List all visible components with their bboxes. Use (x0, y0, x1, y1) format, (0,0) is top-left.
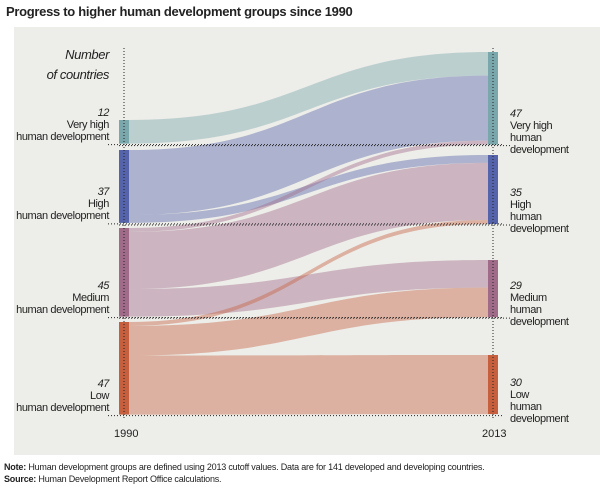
note-text: Human development groups are defined usi… (28, 462, 485, 472)
flow-0-to-0 (129, 52, 488, 144)
flow-3-to-1 (129, 220, 488, 326)
node-2013-0 (488, 52, 498, 145)
group-label-2013: 29 Medium human development (510, 280, 600, 328)
country-count: 37 (97, 185, 110, 198)
chart-title: Progress to higher human development gro… (6, 4, 353, 19)
group-suffix: human development (510, 304, 569, 329)
group-label-1990: 45 Medium human development (4, 280, 109, 316)
source-text: Human Development Report Office calculat… (38, 474, 222, 484)
group-suffix: human development (16, 209, 109, 222)
group-label-1990: 12 Very high human development (4, 107, 109, 143)
axis-caption-line: Number (65, 47, 109, 62)
diagram-panel (14, 27, 600, 455)
group-label-1990: 47 Low human development (4, 378, 109, 414)
year-label-1990: 1990 (114, 428, 139, 440)
node-1990-2 (119, 228, 129, 317)
country-count: 12 (97, 106, 110, 119)
note-label: Note: (4, 462, 26, 472)
group-suffix: human development (510, 401, 569, 426)
flow-1-to-1 (129, 155, 488, 223)
axis-caption-line: of countries (46, 67, 110, 82)
group-label-2013: 35 High human development (510, 187, 600, 235)
node-1990-0 (119, 120, 129, 144)
year-label-2013: 2013 (482, 428, 507, 440)
country-count: 35 (510, 186, 522, 199)
country-count: 30 (510, 377, 522, 390)
group-suffix: human development (510, 131, 569, 156)
group-name: High (87, 197, 109, 210)
group-suffix: human development (510, 210, 569, 235)
source-label: Source: (4, 474, 37, 484)
group-name: Medium (72, 291, 109, 304)
axis-caption: Number of countries (4, 45, 110, 85)
group-suffix: human development (16, 401, 109, 414)
group-name: Low (90, 389, 109, 402)
group-name: Low (510, 389, 529, 402)
country-count: 47 (97, 377, 110, 390)
country-count: 47 (510, 107, 522, 120)
node-1990-3 (119, 322, 129, 415)
flow-2-to-0 (129, 140, 488, 232)
group-name: Medium (510, 292, 547, 305)
country-count: 29 (510, 280, 522, 293)
group-suffix: human development (16, 130, 109, 143)
flow-3-to-2 (129, 287, 488, 356)
flow-3-to-3 (129, 355, 488, 415)
group-label-2013: 30 Low human development (510, 377, 600, 425)
group-name: High (510, 198, 532, 211)
country-count: 45 (97, 279, 110, 292)
group-name: Very high (66, 118, 110, 131)
flow-2-to-2 (129, 260, 488, 317)
group-suffix: human development (16, 303, 109, 316)
group-label-1990: 37 High human development (4, 186, 109, 222)
footnote: Note: Human development groups are defin… (4, 461, 485, 485)
flow-2-to-1 (129, 162, 488, 290)
group-label-2013: 47 Very high human development (510, 108, 600, 156)
group-name: Very high (510, 119, 553, 132)
